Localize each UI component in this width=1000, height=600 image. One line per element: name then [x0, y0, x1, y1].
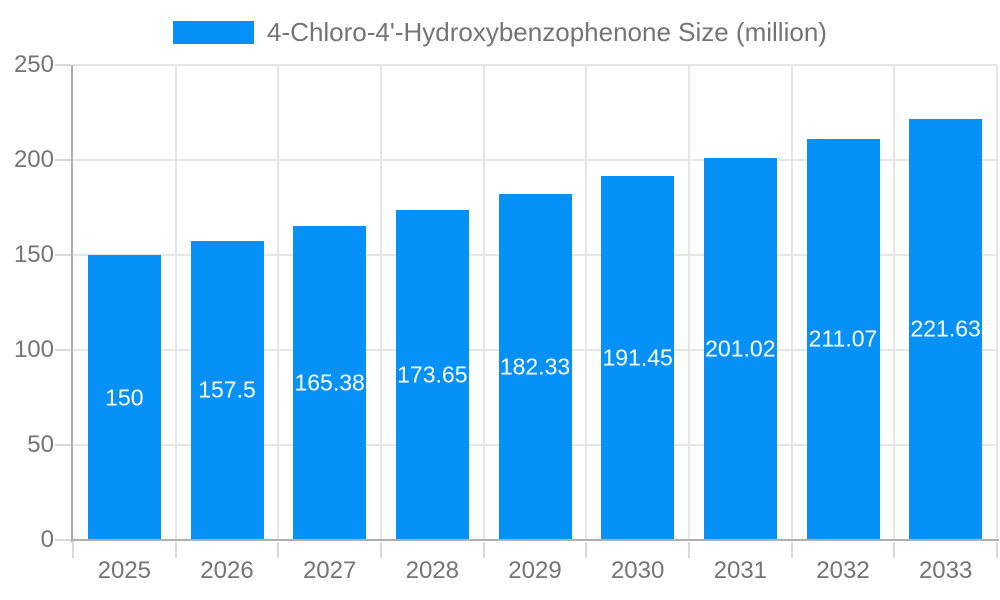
y-axis-tick [55, 349, 71, 351]
x-axis-label: 2032 [816, 557, 870, 584]
bar[interactable]: 182.33 [498, 193, 572, 540]
x-axis-label: 2033 [918, 557, 973, 584]
bar-value-label: 221.63 [910, 315, 981, 342]
bar[interactable]: 221.63 [909, 118, 983, 540]
legend-swatch[interactable] [173, 20, 255, 44]
bar[interactable]: 201.02 [703, 158, 777, 540]
legend-series-label[interactable]: 4-Chloro-4'-Hydroxybenzophenone Size (mi… [267, 16, 827, 47]
x-axis-tick [688, 542, 690, 558]
gridline-vertical [996, 65, 998, 540]
gridline-horizontal [73, 64, 997, 66]
y-axis-label: 100 [13, 336, 54, 363]
x-axis-tick [174, 542, 177, 558]
bar-value-label: 191.45 [602, 344, 673, 371]
y-axis-label: 200 [13, 146, 54, 173]
x-axis-label: 2028 [405, 557, 460, 584]
y-axis-label: 0 [40, 526, 54, 553]
bar-value-label: 165.38 [294, 369, 365, 396]
x-axis-label: 2029 [508, 557, 562, 584]
gridline-vertical [790, 65, 793, 540]
x-axis-line [71, 539, 999, 541]
gridline-vertical [380, 65, 382, 540]
bar[interactable]: 150 [87, 255, 161, 540]
bar[interactable]: 211.07 [806, 138, 880, 540]
bar[interactable]: 191.45 [601, 176, 675, 540]
x-axis-tick [380, 542, 382, 558]
y-axis-label: 250 [13, 51, 54, 78]
bar-value-label: 150 [105, 384, 144, 410]
y-axis-label: 150 [13, 241, 54, 268]
bar[interactable]: 165.38 [293, 225, 367, 540]
gridline-horizontal [73, 159, 997, 161]
y-axis-tick [55, 444, 71, 446]
x-axis-tick [790, 542, 793, 558]
bar-value-label: 201.02 [705, 335, 776, 362]
x-axis-tick [996, 542, 998, 558]
x-axis-tick [893, 542, 896, 558]
chart-legend: 4-Chloro-4'-Hydroxybenzophenone Size (mi… [0, 14, 1000, 50]
x-axis-tick [277, 542, 280, 558]
y-axis-label: 50 [27, 431, 54, 458]
x-axis-label: 2026 [200, 557, 254, 584]
gridline-vertical [482, 65, 485, 540]
x-axis-label: 2027 [302, 557, 357, 584]
bar-value-label: 182.33 [499, 353, 571, 380]
gridline-vertical [585, 65, 588, 540]
x-axis-tick [72, 542, 74, 558]
bar-value-label: 173.65 [397, 361, 468, 388]
x-axis-label: 2025 [97, 557, 152, 584]
y-axis-line [71, 65, 73, 542]
x-axis-label: 2031 [713, 557, 768, 584]
x-axis-label: 2030 [610, 557, 665, 584]
y-axis-tick [55, 539, 71, 541]
gridline-vertical [893, 65, 896, 540]
x-axis-tick [585, 542, 588, 558]
y-axis-tick [55, 64, 71, 66]
bar-value-label: 157.5 [198, 376, 256, 403]
x-axis-tick [482, 542, 485, 558]
gridline-vertical [688, 65, 690, 540]
bar[interactable]: 173.65 [395, 210, 469, 540]
y-axis-tick [55, 254, 71, 256]
y-axis-tick [55, 159, 71, 161]
gridline-vertical [277, 65, 280, 540]
bar[interactable]: 157.5 [190, 240, 264, 540]
bar-value-label: 211.07 [808, 325, 878, 352]
gridline-vertical [174, 65, 177, 540]
